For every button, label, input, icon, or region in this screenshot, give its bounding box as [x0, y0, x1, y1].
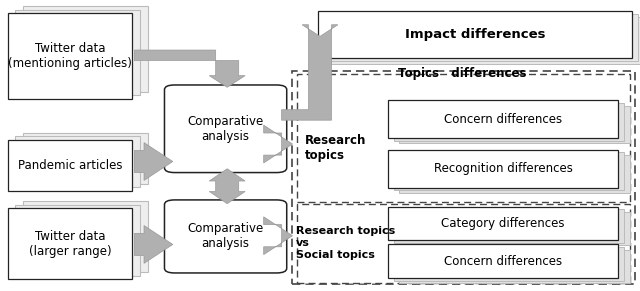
Polygon shape [264, 217, 292, 255]
FancyBboxPatch shape [8, 13, 132, 99]
FancyBboxPatch shape [23, 201, 148, 272]
Text: Topics   differences: Topics differences [398, 68, 526, 80]
FancyBboxPatch shape [399, 212, 630, 245]
FancyBboxPatch shape [292, 71, 635, 284]
FancyBboxPatch shape [324, 14, 638, 61]
Text: Comparative
analysis: Comparative analysis [188, 222, 264, 251]
FancyBboxPatch shape [388, 244, 618, 278]
Text: Twitter data
(larger range): Twitter data (larger range) [29, 230, 111, 258]
Polygon shape [134, 50, 245, 87]
FancyBboxPatch shape [15, 136, 140, 187]
Text: Category differences: Category differences [442, 217, 564, 230]
FancyBboxPatch shape [331, 17, 640, 64]
FancyBboxPatch shape [8, 208, 132, 279]
Text: Pandemic articles: Pandemic articles [18, 159, 122, 172]
FancyBboxPatch shape [399, 106, 630, 143]
FancyBboxPatch shape [399, 250, 630, 283]
FancyBboxPatch shape [15, 205, 140, 276]
FancyBboxPatch shape [394, 152, 624, 190]
Text: Research topics
vs
Social topics: Research topics vs Social topics [296, 226, 396, 260]
FancyBboxPatch shape [388, 100, 618, 138]
FancyBboxPatch shape [388, 207, 618, 240]
Text: Twitter data
(mentioning articles): Twitter data (mentioning articles) [8, 42, 132, 70]
Polygon shape [282, 25, 338, 120]
FancyBboxPatch shape [394, 209, 624, 243]
FancyBboxPatch shape [23, 133, 148, 184]
Polygon shape [134, 226, 173, 263]
FancyBboxPatch shape [388, 150, 618, 188]
FancyBboxPatch shape [8, 140, 132, 191]
Text: Research
topics: Research topics [305, 134, 366, 162]
Text: Concern differences: Concern differences [444, 255, 562, 268]
Polygon shape [264, 125, 292, 163]
Text: Comparative
analysis: Comparative analysis [188, 115, 264, 143]
FancyBboxPatch shape [164, 200, 287, 273]
Polygon shape [134, 143, 173, 180]
Polygon shape [209, 169, 245, 204]
FancyBboxPatch shape [297, 74, 630, 202]
FancyBboxPatch shape [164, 85, 287, 173]
Text: Impact differences: Impact differences [404, 28, 545, 41]
Text: Concern differences: Concern differences [444, 113, 562, 126]
FancyBboxPatch shape [399, 155, 630, 193]
FancyBboxPatch shape [15, 10, 140, 95]
FancyBboxPatch shape [394, 103, 624, 141]
FancyBboxPatch shape [318, 11, 632, 58]
Text: Recognition differences: Recognition differences [434, 162, 572, 175]
FancyBboxPatch shape [394, 247, 624, 281]
FancyBboxPatch shape [23, 6, 148, 92]
FancyBboxPatch shape [297, 204, 630, 283]
